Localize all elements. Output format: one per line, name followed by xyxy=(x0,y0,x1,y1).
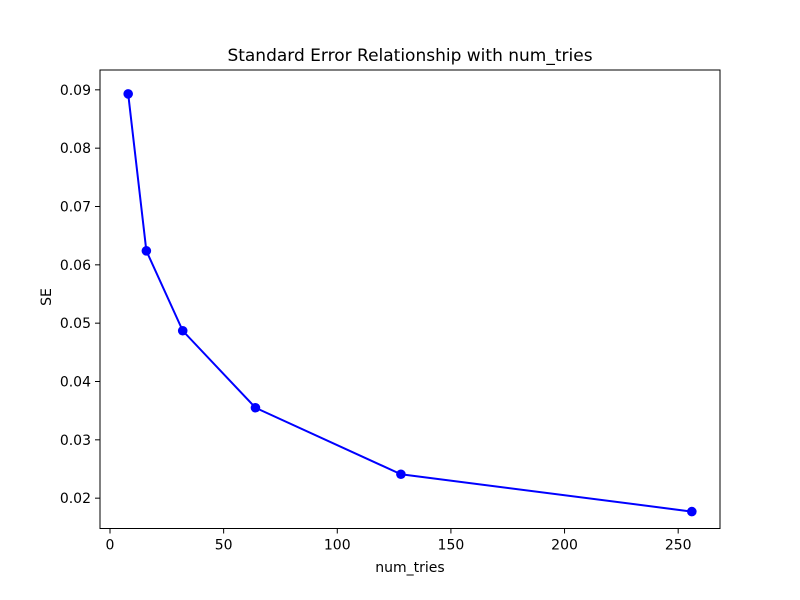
y-tick-label: 0.04 xyxy=(60,375,91,391)
y-tick-label: 0.03 xyxy=(60,433,91,449)
se-line xyxy=(127,93,692,513)
data-point-marker xyxy=(141,246,152,256)
y-tick-label: 0.07 xyxy=(60,200,91,216)
x-tick-label: 50 xyxy=(215,538,233,554)
x-axis-label: num_tries xyxy=(375,560,445,576)
data-point-marker xyxy=(396,469,406,480)
x-tick-label: 100 xyxy=(324,538,351,554)
y-tick-label: 0.02 xyxy=(60,491,91,507)
chart-title: Standard Error Relationship with num_tri… xyxy=(227,46,593,66)
y-tick-label: 0.09 xyxy=(60,83,91,99)
x-tick-label: 150 xyxy=(438,538,465,554)
x-tick-label: 200 xyxy=(551,538,578,554)
y-axis-label: SE xyxy=(39,288,55,306)
y-tick-label: 0.08 xyxy=(60,141,91,157)
y-tick-label: 0.06 xyxy=(60,258,91,274)
x-tick-label: 0 xyxy=(106,538,115,554)
data-point-marker xyxy=(687,506,697,517)
data-point-marker xyxy=(177,325,188,336)
y-tick-label: 0.05 xyxy=(60,316,91,332)
x-tick-label: 250 xyxy=(665,538,692,554)
chart-frame xyxy=(99,69,721,529)
data-point-marker xyxy=(250,402,261,413)
data-point-marker xyxy=(123,89,133,99)
